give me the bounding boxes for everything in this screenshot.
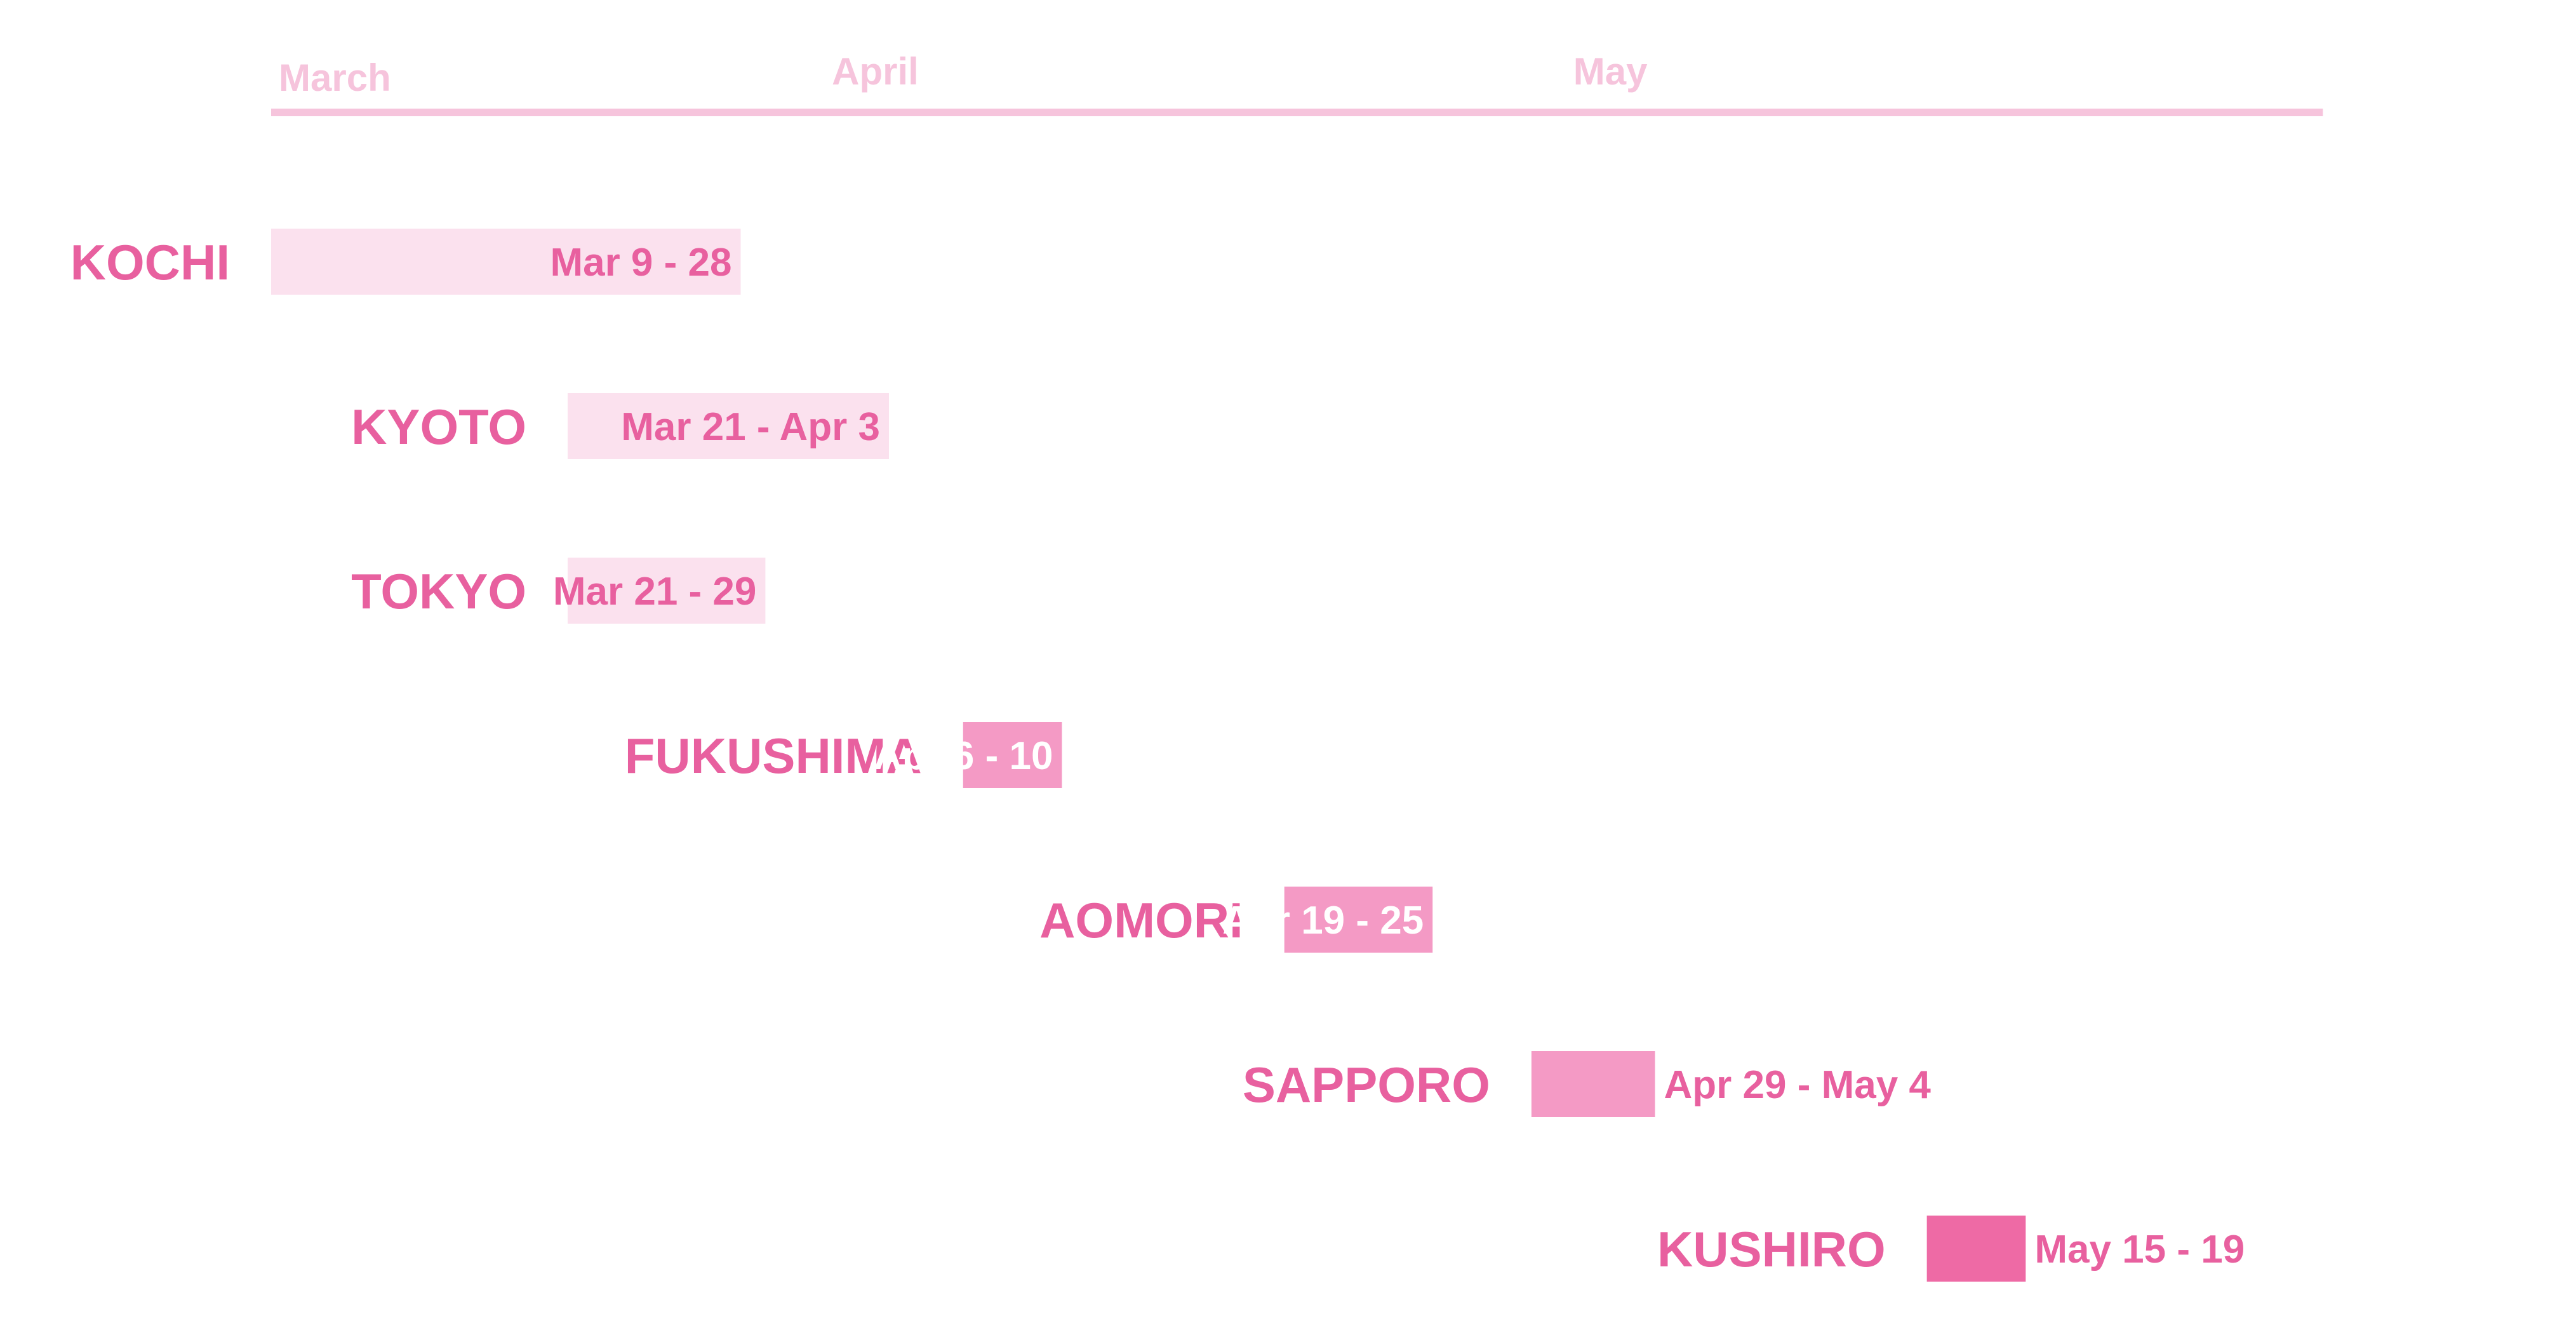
month-label-may: May (1573, 50, 1648, 93)
range-label-kochi: Mar 9 - 28 (550, 241, 731, 285)
city-label-sapporo: SAPPORO (1243, 1057, 1490, 1113)
bar-kushiro (1926, 1216, 2026, 1282)
range-label-sapporo: Apr 29 - May 4 (1664, 1063, 1932, 1107)
range-label-tokyo: Mar 21 - 29 (553, 570, 757, 614)
bar-row-tokyo: TOKYO Mar 21 - 29 (351, 558, 766, 624)
bar-kyoto (568, 393, 889, 459)
bar-kochi (271, 229, 741, 295)
range-label-fukushima: Apr 6 - 10 (874, 734, 1053, 778)
month-label-march: March (279, 57, 391, 99)
timeline-axis: March April May (271, 50, 2323, 116)
range-label-aomori: Apr 19 - 25 (1222, 899, 1424, 942)
bar-row-sapporo: SAPPORO Apr 29 - May 4 (1243, 1051, 1932, 1117)
range-label-kyoto: Mar 21 - Apr 3 (621, 405, 880, 449)
bar-row-kyoto: KYOTO Mar 21 - Apr 3 (351, 393, 889, 459)
bloom-bars: KOCHI Mar 9 - 28 KYOTO Mar 21 - Apr 3 TOKYO M… (70, 229, 2245, 1282)
city-label-tokyo: TOKYO (351, 563, 526, 619)
range-label-kushiro: May 15 - 19 (2034, 1228, 2245, 1271)
month-label-april: April (832, 50, 919, 93)
city-label-kochi: KOCHI (70, 234, 230, 290)
city-label-kyoto: KYOTO (351, 399, 526, 455)
city-label-fukushima: FUKUSHIMA (625, 728, 922, 784)
bar-row-kushiro: KUSHIRO May 15 - 19 (1657, 1216, 2245, 1282)
bar-tokyo (568, 558, 766, 624)
bar-aomori (1284, 887, 1433, 953)
city-label-kushiro: KUSHIRO (1657, 1221, 1886, 1277)
bar-row-kochi: KOCHI Mar 9 - 28 (70, 229, 741, 295)
city-label-aomori: AOMORI (1039, 892, 1243, 948)
bar-sapporo (1531, 1051, 1655, 1117)
bar-fukushima (963, 722, 1062, 788)
